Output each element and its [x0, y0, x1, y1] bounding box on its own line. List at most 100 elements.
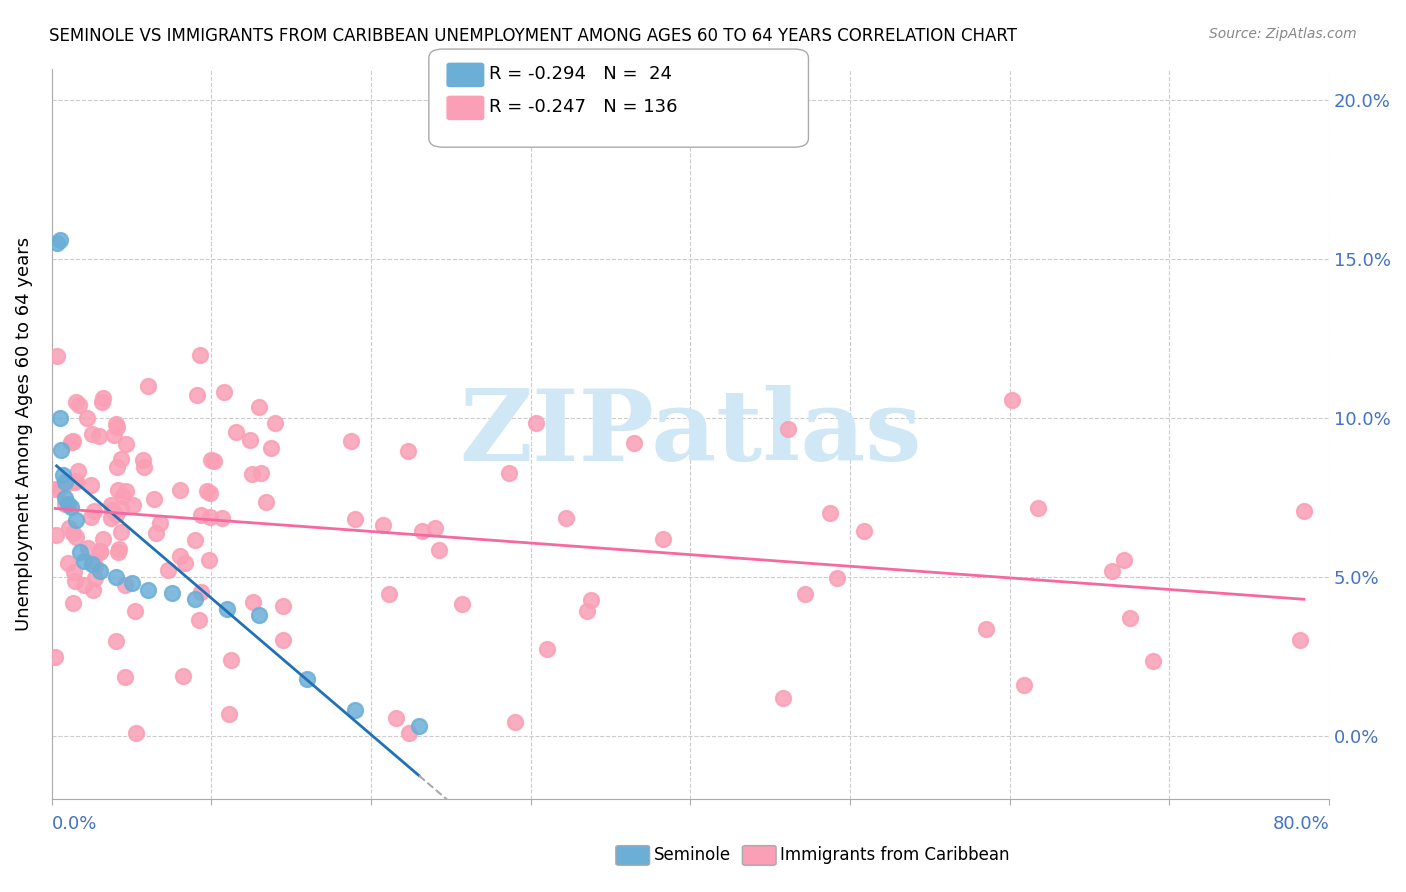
Point — [1114, 553, 1136, 567]
Point — [776, 422, 799, 436]
Point — [65, 513, 87, 527]
Point — [344, 704, 367, 718]
Point — [772, 691, 794, 706]
Point — [45, 528, 67, 542]
Point — [58, 556, 80, 570]
Point — [190, 508, 212, 523]
Point — [105, 634, 128, 648]
Point — [411, 524, 433, 538]
Point — [260, 441, 283, 455]
Point — [65, 475, 87, 489]
Point — [1119, 611, 1142, 625]
Point — [198, 510, 221, 524]
Point — [145, 526, 167, 541]
Point — [80, 509, 103, 524]
Point — [623, 435, 645, 450]
Point — [100, 511, 122, 525]
Point — [114, 437, 136, 451]
Point — [219, 653, 242, 667]
Point — [53, 491, 76, 505]
Point — [82, 554, 104, 568]
Point — [87, 429, 110, 443]
Point — [396, 444, 419, 458]
Point — [107, 483, 129, 498]
Point — [344, 512, 367, 526]
Text: 0.0%: 0.0% — [52, 815, 97, 833]
Point — [195, 483, 218, 498]
Text: ZIPatlas: ZIPatlas — [460, 385, 922, 483]
Point — [114, 670, 136, 684]
Point — [89, 545, 111, 559]
Point — [62, 565, 84, 579]
Point — [198, 553, 221, 567]
Point — [136, 582, 159, 597]
Point — [217, 601, 239, 615]
Point — [110, 452, 132, 467]
Point — [172, 669, 194, 683]
Point — [242, 595, 264, 609]
Point — [273, 633, 295, 648]
Point — [371, 517, 394, 532]
Point — [1026, 501, 1049, 516]
Point — [579, 593, 602, 607]
Point — [104, 417, 127, 432]
Point — [239, 433, 262, 447]
Point — [83, 504, 105, 518]
Point — [1012, 678, 1035, 692]
Point — [83, 559, 105, 574]
Point — [105, 419, 128, 434]
Point — [65, 395, 87, 409]
Point — [247, 400, 270, 414]
Point — [49, 481, 72, 495]
Point — [45, 236, 67, 251]
Point — [110, 525, 132, 540]
Point — [105, 460, 128, 475]
Point — [114, 578, 136, 592]
Point — [339, 434, 361, 448]
Point — [240, 467, 263, 482]
Point — [555, 511, 578, 525]
Point — [53, 475, 76, 489]
Point — [80, 478, 103, 492]
Point — [56, 497, 79, 511]
Point — [575, 604, 598, 618]
Point — [82, 582, 104, 597]
Point — [60, 434, 83, 449]
Point — [250, 467, 273, 481]
Point — [62, 596, 84, 610]
Point — [427, 542, 450, 557]
Y-axis label: Unemployment Among Ages 60 to 64 years: Unemployment Among Ages 60 to 64 years — [15, 237, 32, 631]
Text: 80.0%: 80.0% — [1272, 815, 1329, 833]
Point — [67, 398, 90, 412]
Point — [136, 379, 159, 393]
Point — [503, 714, 526, 729]
Point — [211, 511, 233, 525]
Point — [60, 435, 83, 450]
Point — [188, 347, 211, 361]
Point — [1292, 504, 1315, 518]
Point — [794, 587, 817, 601]
Point — [91, 391, 114, 405]
Point — [121, 576, 143, 591]
Point — [44, 650, 66, 665]
Text: R = -0.247   N = 136: R = -0.247 N = 136 — [489, 98, 678, 116]
Point — [186, 388, 208, 402]
Point — [107, 545, 129, 559]
Point — [104, 570, 127, 584]
Point — [124, 604, 146, 618]
Point — [62, 434, 84, 449]
Point — [48, 233, 70, 247]
Point — [46, 349, 69, 363]
Point — [297, 672, 319, 686]
Point — [110, 500, 132, 515]
Point — [384, 711, 406, 725]
Point — [536, 642, 558, 657]
Point — [69, 544, 91, 558]
Point — [52, 468, 75, 483]
Point — [1001, 392, 1024, 407]
Point — [247, 608, 270, 623]
Point — [1289, 633, 1312, 648]
Point — [91, 532, 114, 546]
Point — [157, 563, 180, 577]
Point — [84, 571, 107, 585]
